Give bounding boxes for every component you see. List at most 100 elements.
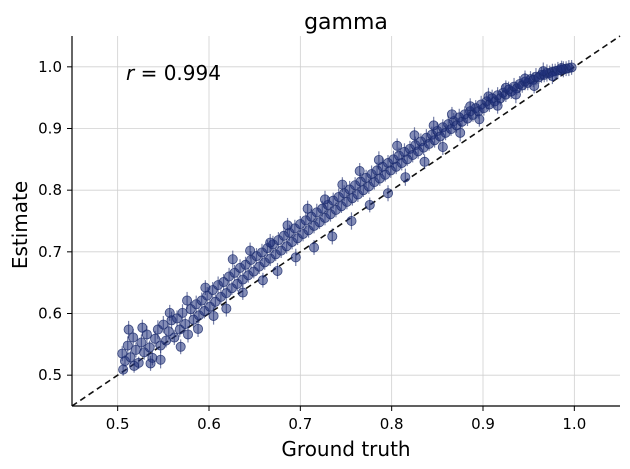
- point-marker: [437, 141, 448, 152]
- data-point: [392, 138, 403, 154]
- point-marker: [566, 62, 577, 73]
- data-point: [400, 168, 411, 186]
- point-marker: [346, 215, 357, 226]
- data-point: [510, 85, 521, 104]
- data-point: [208, 307, 219, 325]
- y-tick-label: 0.7: [38, 243, 62, 261]
- data-point: [556, 60, 567, 76]
- data-point: [175, 339, 186, 355]
- point-marker: [163, 326, 174, 337]
- x-axis-label: Ground truth: [281, 437, 410, 461]
- x-tick-label: 0.6: [197, 415, 221, 433]
- point-marker: [208, 310, 219, 321]
- data-point: [302, 200, 313, 217]
- point-marker: [200, 282, 211, 293]
- point-marker: [302, 203, 313, 214]
- data-point: [272, 262, 283, 279]
- data-point: [164, 304, 175, 321]
- data-point: [129, 359, 140, 373]
- point-marker: [510, 89, 521, 100]
- point-marker: [265, 237, 276, 248]
- data-point: [182, 326, 193, 343]
- data-point: [446, 106, 457, 122]
- point-marker: [500, 82, 511, 93]
- point-marker: [409, 130, 420, 141]
- data-point: [245, 242, 256, 259]
- data-point: [337, 177, 348, 193]
- point-marker: [419, 156, 430, 167]
- point-marker: [446, 109, 457, 120]
- data-point: [492, 97, 503, 114]
- correlation-value: = 0.994: [134, 61, 221, 85]
- point-marker: [309, 242, 320, 253]
- point-marker: [364, 199, 375, 210]
- point-marker: [290, 252, 301, 263]
- data-point: [144, 340, 155, 355]
- point-marker: [492, 100, 503, 111]
- point-marker: [392, 140, 403, 151]
- x-tick-label: 1.0: [562, 415, 586, 433]
- data-point: [290, 248, 301, 267]
- data-point: [566, 60, 577, 75]
- data-point: [145, 356, 156, 371]
- point-marker: [155, 354, 166, 365]
- point-marker: [221, 303, 232, 314]
- data-point: [221, 300, 232, 317]
- point-marker: [125, 352, 136, 363]
- point-marker: [465, 101, 476, 112]
- point-marker: [137, 322, 148, 333]
- point-marker: [136, 337, 147, 348]
- grid: [72, 36, 620, 406]
- data-point: [383, 185, 394, 202]
- data-point: [163, 323, 174, 340]
- data-point: [282, 217, 293, 233]
- data-point: [419, 154, 430, 170]
- point-marker: [538, 66, 549, 77]
- point-marker: [354, 166, 365, 177]
- data-point: [137, 319, 148, 336]
- data-point: [409, 127, 420, 144]
- point-marker: [227, 254, 238, 265]
- x-tick-label: 0.5: [106, 415, 130, 433]
- data-point: [141, 325, 152, 344]
- data-point: [364, 197, 375, 213]
- data-point: [327, 228, 338, 245]
- chart-title: gamma: [304, 10, 388, 35]
- data-point: [200, 280, 211, 295]
- point-marker: [556, 63, 567, 74]
- point-marker: [118, 364, 129, 375]
- data-points: [117, 60, 577, 376]
- point-marker: [383, 188, 394, 199]
- data-point: [319, 190, 330, 209]
- correlation-variable: r: [126, 61, 136, 85]
- point-marker: [373, 154, 384, 165]
- data-point: [547, 68, 558, 85]
- data-point: [237, 285, 248, 300]
- data-point: [373, 151, 384, 169]
- point-marker: [474, 114, 485, 125]
- point-marker: [123, 324, 134, 335]
- data-point: [465, 98, 476, 115]
- point-marker: [182, 295, 193, 306]
- point-marker: [520, 73, 531, 84]
- data-point: [118, 363, 129, 376]
- data-point: [130, 342, 141, 358]
- axes: [71, 36, 620, 407]
- y-tick-label: 0.9: [38, 120, 62, 138]
- data-point: [483, 87, 494, 106]
- data-point: [529, 78, 540, 94]
- data-point: [123, 320, 134, 339]
- y-tick-label: 0.8: [38, 181, 62, 199]
- x-tick-label: 0.9: [471, 415, 495, 433]
- point-marker: [547, 71, 558, 82]
- point-marker: [400, 172, 411, 183]
- data-point: [265, 233, 276, 252]
- point-marker: [257, 275, 268, 286]
- point-marker: [272, 265, 283, 276]
- data-point: [428, 116, 439, 135]
- point-marker: [245, 245, 256, 256]
- y-axis-label: Estimate: [8, 181, 32, 269]
- point-marker: [175, 341, 186, 352]
- point-marker: [428, 120, 439, 131]
